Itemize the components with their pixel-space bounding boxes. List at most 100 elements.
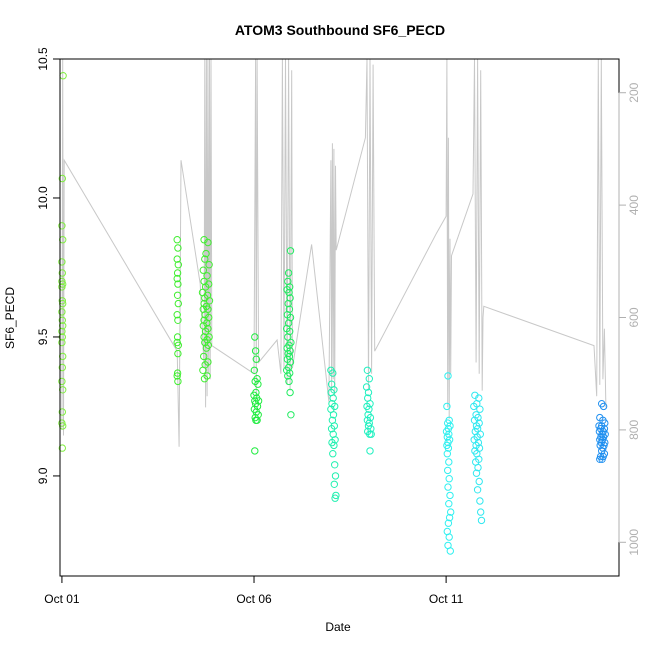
pressure-profile-layer: [61, 58, 607, 447]
data-point: [284, 269, 293, 277]
data-point: [58, 363, 66, 372]
data-point: [596, 455, 604, 463]
data-point: [58, 377, 66, 386]
data-point: [251, 447, 259, 455]
data-point: [367, 430, 375, 438]
series-flight_7: [362, 366, 375, 455]
data-point: [173, 269, 182, 277]
data-point: [58, 338, 66, 347]
data-point: [58, 297, 66, 305]
data-point: [202, 344, 211, 352]
y2-tick-label: 400: [627, 195, 641, 215]
y-axis: 9.0 9.5 10.0 10.5: [36, 47, 61, 484]
y-axis-label: SF6_PECD: [3, 287, 17, 349]
data-point: [205, 261, 213, 269]
data-point: [599, 402, 608, 411]
data-point: [331, 494, 339, 502]
data-point: [330, 480, 338, 488]
y-tick-label: 9.0: [36, 467, 50, 484]
data-point: [476, 497, 484, 505]
data-point: [174, 261, 183, 269]
x-tick-label: Oct 06: [236, 592, 272, 606]
data-point: [445, 475, 453, 483]
data-point: [444, 483, 452, 491]
data-point: [251, 347, 260, 355]
data-point: [201, 283, 210, 291]
data-point: [58, 258, 66, 266]
data-point: [476, 405, 484, 413]
data-point: [174, 299, 183, 308]
x-axis-label: Date: [325, 620, 351, 634]
data-point: [173, 369, 182, 377]
data-point: [252, 416, 260, 424]
data-point: [444, 372, 452, 380]
y2-axis-pressure: 200 400 600 800 1000: [618, 82, 641, 556]
y2-tick-label: 600: [627, 307, 641, 327]
data-point: [477, 508, 485, 516]
series-flight_2: [173, 236, 183, 386]
data-point: [363, 366, 372, 374]
data-point: [58, 316, 66, 324]
series-flight_10: [595, 400, 609, 463]
series-flight_4: [250, 333, 263, 455]
data-point: [443, 402, 451, 411]
data-point: [250, 366, 259, 374]
data-point: [251, 333, 259, 341]
data-point: [174, 280, 182, 288]
data-point: [446, 491, 454, 500]
data-point: [331, 461, 339, 469]
series-flight_9: [470, 391, 486, 525]
data-point: [475, 477, 483, 486]
data-point: [173, 311, 181, 319]
data-point: [173, 236, 181, 244]
data-point: [445, 458, 453, 466]
data-point: [329, 394, 337, 402]
series-flight_8: [442, 372, 455, 555]
data-point: [446, 547, 454, 555]
data-point: [284, 372, 292, 380]
data-point: [58, 308, 66, 316]
series-flight_6: [327, 366, 340, 502]
y2-tick-label: 1000: [627, 529, 641, 556]
data-point: [174, 244, 182, 252]
data-point: [285, 377, 293, 386]
data-point: [445, 513, 454, 522]
data-point: [366, 447, 374, 455]
data-point: [284, 333, 292, 341]
pressure-profile-line: [61, 58, 607, 447]
data-point: [204, 238, 212, 247]
data-point: [445, 500, 453, 508]
data-point: [445, 533, 453, 541]
data-point: [329, 450, 337, 458]
data-point: [329, 369, 337, 377]
data-point: [444, 444, 453, 452]
data-point: [173, 255, 181, 263]
x-axis: Oct 01 Oct 06 Oct 11: [44, 575, 464, 606]
data-point: [200, 375, 209, 383]
x-tick-label: Oct 01: [44, 592, 80, 606]
data-point: [173, 333, 182, 341]
series-flight_5: [283, 247, 295, 419]
data-point: [285, 288, 293, 297]
y-tick-label: 10.0: [36, 186, 50, 210]
data-point: [58, 174, 66, 183]
y-tick-label: 10.5: [36, 47, 50, 71]
data-point: [331, 472, 340, 480]
data-point: [174, 377, 182, 386]
data-point: [58, 408, 66, 416]
data-point: [329, 411, 338, 419]
data-point: [284, 299, 292, 308]
chart-title: ATOM3 Southbound SF6_PECD: [235, 22, 445, 38]
y2-tick-label: 800: [627, 420, 641, 440]
data-point: [173, 291, 182, 299]
data-point: [444, 466, 452, 475]
plot-area-frame: [59, 58, 620, 577]
y-tick-label: 9.5: [36, 328, 50, 345]
data-point: [174, 316, 182, 324]
data-point: [287, 411, 295, 419]
data-point: [199, 266, 208, 274]
data-point: [173, 274, 181, 283]
data-point: [58, 222, 66, 230]
data-point: [365, 375, 373, 383]
